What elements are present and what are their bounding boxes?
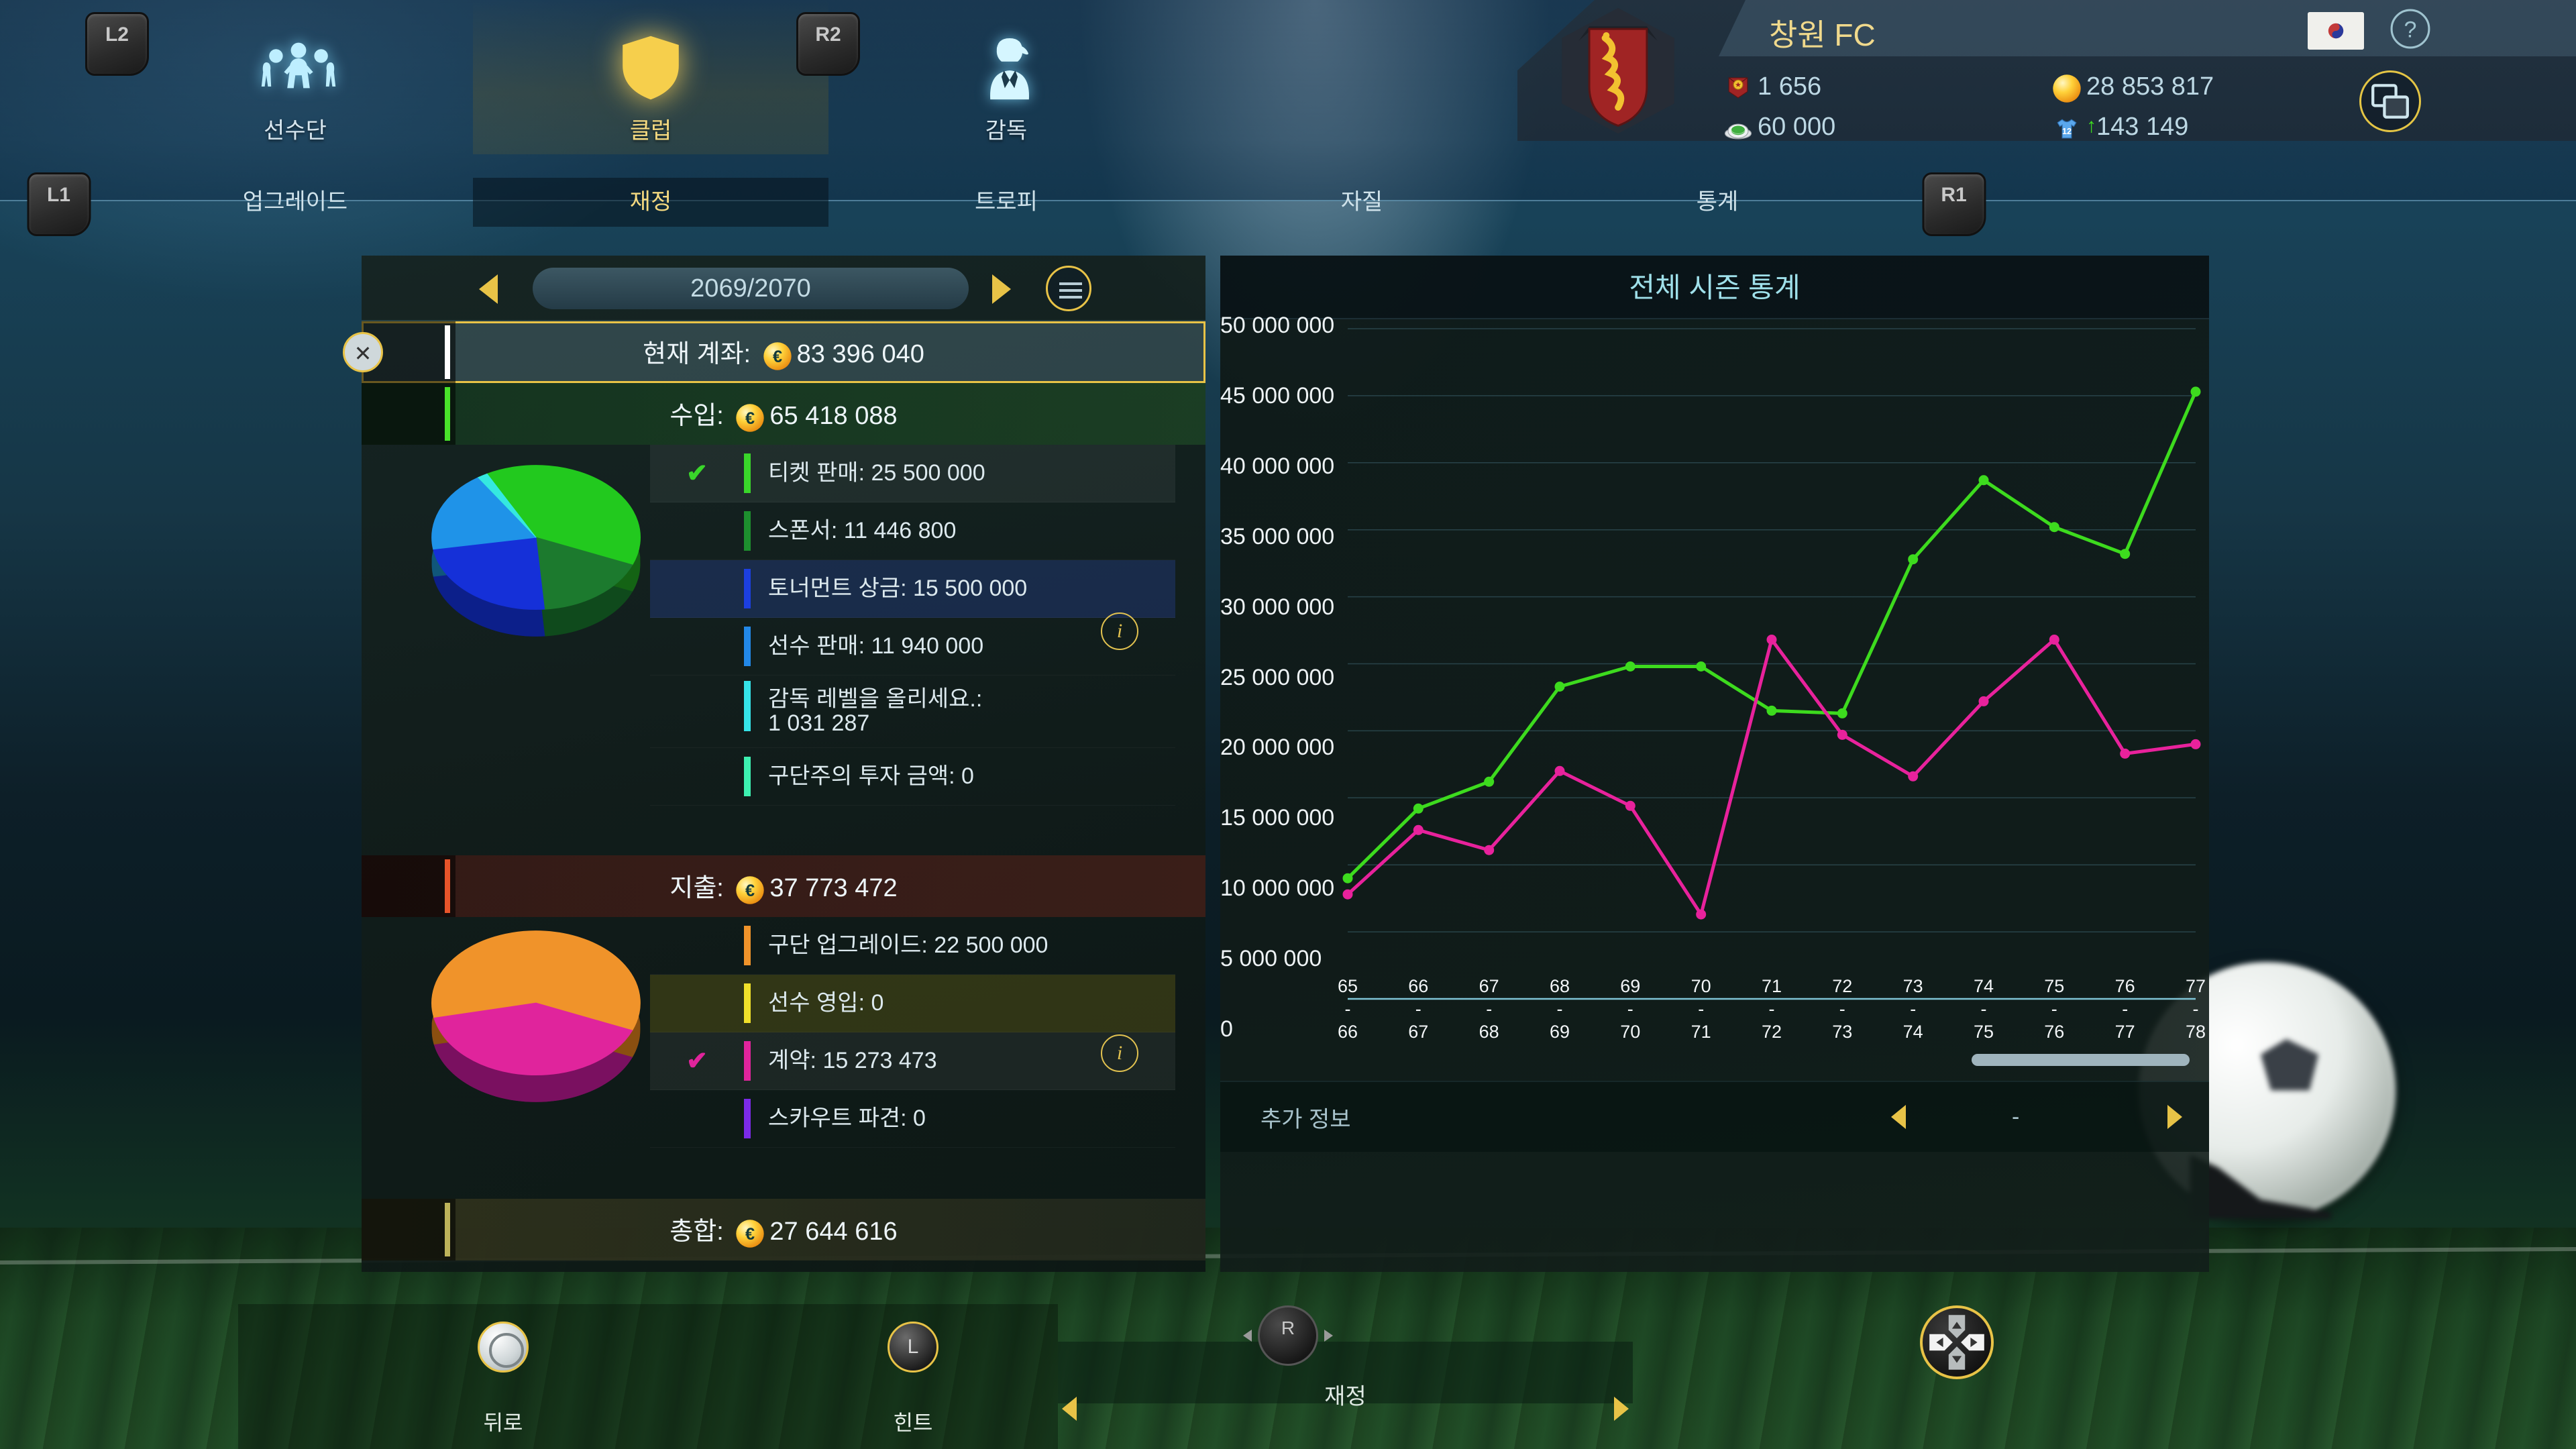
svg-text:€: € <box>745 881 755 900</box>
svg-text:?: ? <box>2404 17 2417 42</box>
svg-text:€: € <box>773 347 782 366</box>
svg-text:12: 12 <box>2062 127 2072 136</box>
svg-text:€: € <box>745 409 755 428</box>
svg-text:€: € <box>745 1225 755 1244</box>
